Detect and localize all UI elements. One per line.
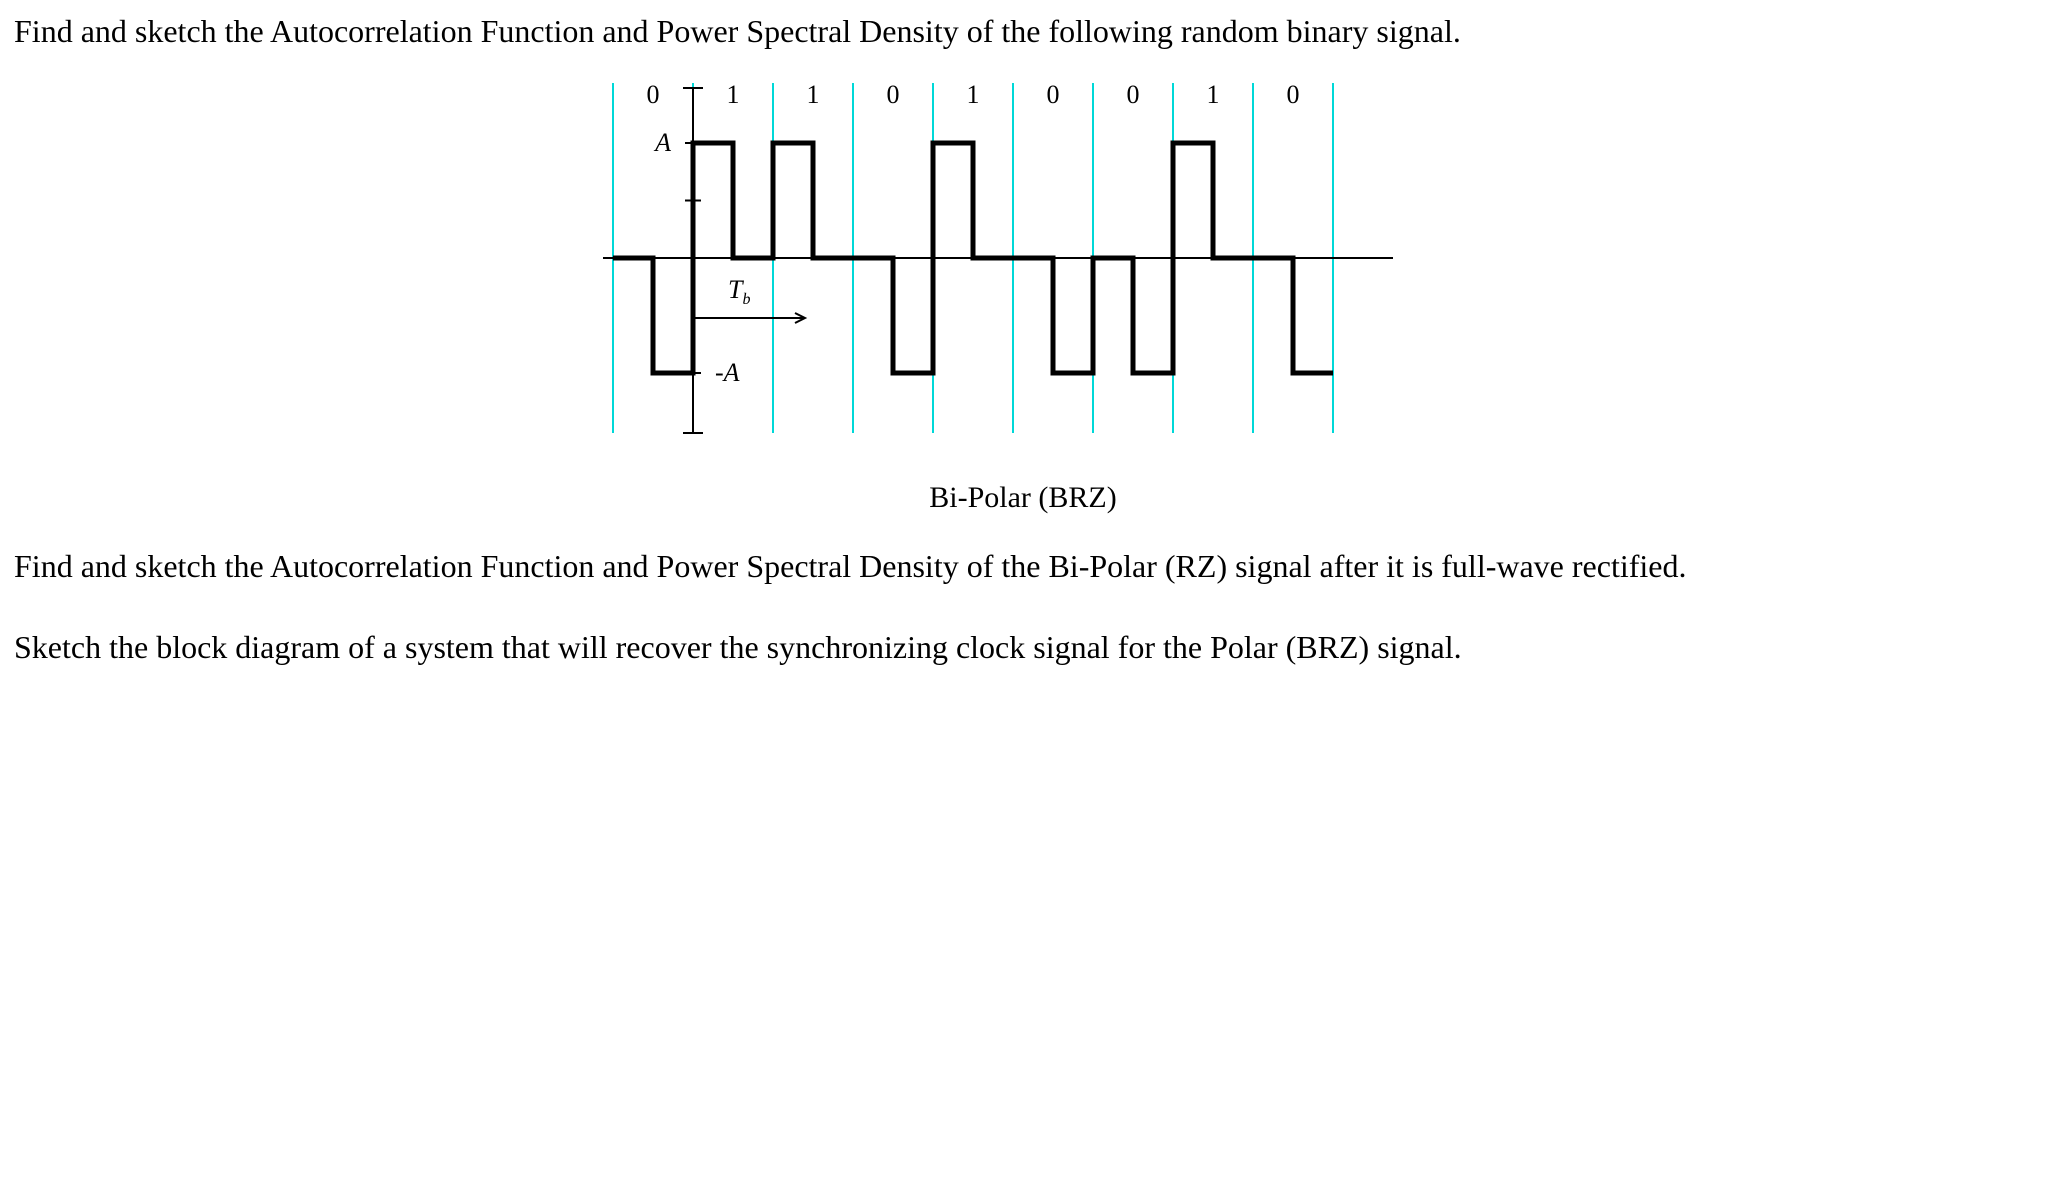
svg-text:-A: -A bbox=[715, 358, 740, 387]
svg-text:1: 1 bbox=[1207, 80, 1220, 109]
svg-text:0: 0 bbox=[1287, 80, 1300, 109]
figure-container: 0 1 1 0 1 0 0 1 0 A -A Tb bbox=[14, 73, 2032, 473]
figure-caption: Bi-Polar (BRZ) bbox=[14, 481, 2032, 515]
paragraph-spacer bbox=[14, 608, 2032, 626]
question-1: Find and sketch the Autocorrelation Func… bbox=[14, 10, 2032, 53]
svg-text:0: 0 bbox=[887, 80, 900, 109]
svg-text:0: 0 bbox=[647, 80, 660, 109]
svg-text:Tb: Tb bbox=[728, 275, 750, 308]
svg-text:0: 0 bbox=[1047, 80, 1060, 109]
brz-signal-diagram: 0 1 1 0 1 0 0 1 0 A -A Tb bbox=[473, 73, 1573, 473]
page: Find and sketch the Autocorrelation Func… bbox=[0, 0, 2046, 700]
question-3: Sketch the block diagram of a system tha… bbox=[14, 626, 2032, 669]
svg-text:A: A bbox=[653, 128, 671, 157]
question-2: Find and sketch the Autocorrelation Func… bbox=[14, 545, 2032, 588]
svg-text:1: 1 bbox=[967, 80, 980, 109]
svg-text:1: 1 bbox=[807, 80, 820, 109]
svg-text:1: 1 bbox=[727, 80, 740, 109]
svg-text:0: 0 bbox=[1127, 80, 1140, 109]
